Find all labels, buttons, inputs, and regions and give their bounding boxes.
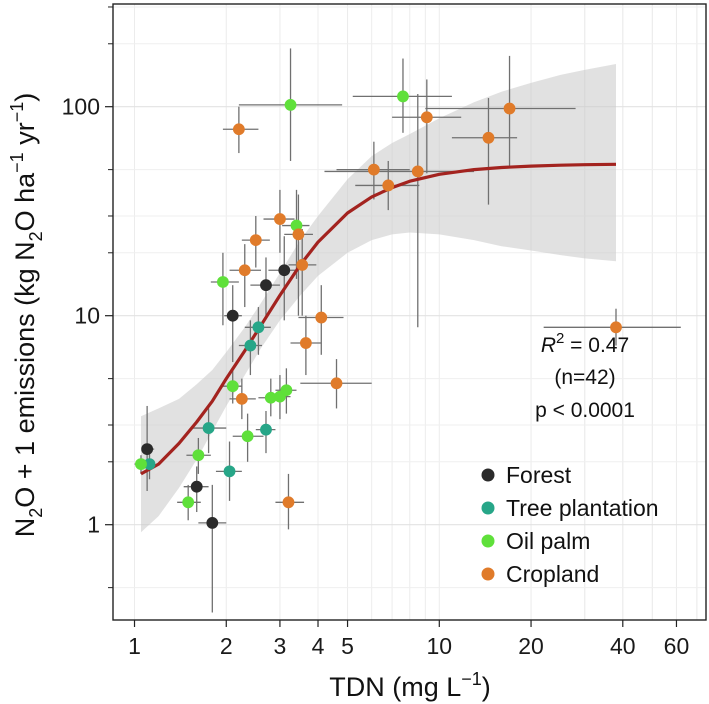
stats-annotation: R2 = 0.47 (n=42) p < 0.0001: [535, 330, 635, 422]
confidence-ribbon: [141, 64, 616, 533]
point-oil-palm: [241, 430, 254, 443]
point-oil-palm: [182, 496, 195, 509]
point-cropland: [315, 311, 328, 324]
x-tick-label: 4: [312, 633, 325, 659]
point-tree-plantation: [244, 339, 257, 352]
point-oil-palm: [280, 384, 293, 397]
point-cropland: [482, 131, 495, 144]
legend-label-forest: Forest: [506, 462, 572, 488]
point-oil-palm: [226, 380, 239, 393]
point-cropland: [296, 259, 309, 271]
x-tick-label: 10: [426, 633, 452, 659]
y-axis: 1 10 100: [62, 6, 113, 589]
legend-key-forest: [481, 468, 495, 482]
point-cropland: [274, 213, 286, 225]
y-tick-label: 100: [62, 94, 100, 120]
point-cropland: [299, 337, 312, 349]
point-cropland: [238, 264, 251, 277]
legend-key-tree-plantation: [481, 501, 495, 515]
point-cropland: [367, 163, 380, 176]
x-tick-label: 3: [274, 633, 287, 659]
x-tick-label: 20: [518, 633, 544, 659]
point-cropland: [382, 179, 395, 192]
r-squared-text: R2 = 0.47: [541, 330, 629, 357]
fit-line: [140, 162, 617, 476]
point-forest: [278, 264, 291, 277]
data-points: [135, 90, 622, 529]
point-cropland: [292, 228, 305, 241]
point-cropland: [610, 321, 622, 334]
point-tree-plantation: [252, 321, 265, 334]
legend-label-cropland: Cropland: [506, 561, 599, 587]
point-forest: [206, 517, 219, 529]
x-tick-label: 60: [664, 633, 690, 659]
point-forest: [141, 443, 154, 456]
point-forest: [190, 480, 203, 493]
point-cropland: [249, 234, 262, 246]
point-oil-palm: [397, 90, 409, 103]
point-oil-palm: [135, 458, 147, 470]
point-cropland: [330, 377, 343, 390]
point-forest: [260, 279, 272, 292]
y-tick-label: 10: [74, 303, 100, 329]
x-axis: 1 2 3 4 5 10 20 40 60: [128, 620, 689, 659]
point-cropland: [235, 392, 248, 405]
legend-key-oil-palm: [481, 534, 495, 548]
point-oil-palm: [192, 449, 205, 462]
point-cropland: [232, 123, 245, 136]
legend-key-cropland: [481, 567, 495, 581]
x-tick-label: 2: [220, 633, 233, 659]
x-tick-label: 1: [128, 633, 141, 659]
x-tick-label: 5: [341, 633, 354, 659]
plot-frame: [112, 3, 707, 621]
x-tick-label: 40: [610, 633, 636, 659]
legend-label-tree-plantation: Tree plantation: [506, 495, 659, 521]
legend-label-oil-palm: Oil palm: [506, 528, 590, 554]
n-text: (n=42): [554, 366, 615, 389]
point-cropland: [411, 165, 424, 178]
point-oil-palm: [284, 98, 297, 111]
fit-curve: [140, 162, 617, 476]
point-cropland: [503, 102, 516, 115]
y-axis-title: N2O + 1 emissions (kg N2O ha−1 yr−1): [7, 93, 46, 537]
x-axis-title-sup: −1: [461, 669, 482, 689]
point-tree-plantation: [223, 465, 236, 478]
legend: Forest Tree plantation Oil palm Cropland: [481, 462, 659, 587]
point-oil-palm: [217, 276, 229, 288]
point-tree-plantation: [202, 422, 215, 434]
p-value-text: p < 0.0001: [535, 399, 635, 422]
confidence-band: [141, 64, 616, 533]
x-axis-title: TDN (mg L−1): [329, 669, 491, 702]
point-cropland: [282, 496, 295, 509]
point-tree-plantation: [260, 423, 272, 436]
y-tick-label: 1: [87, 512, 100, 538]
point-cropland: [420, 111, 433, 124]
point-forest: [226, 309, 239, 322]
